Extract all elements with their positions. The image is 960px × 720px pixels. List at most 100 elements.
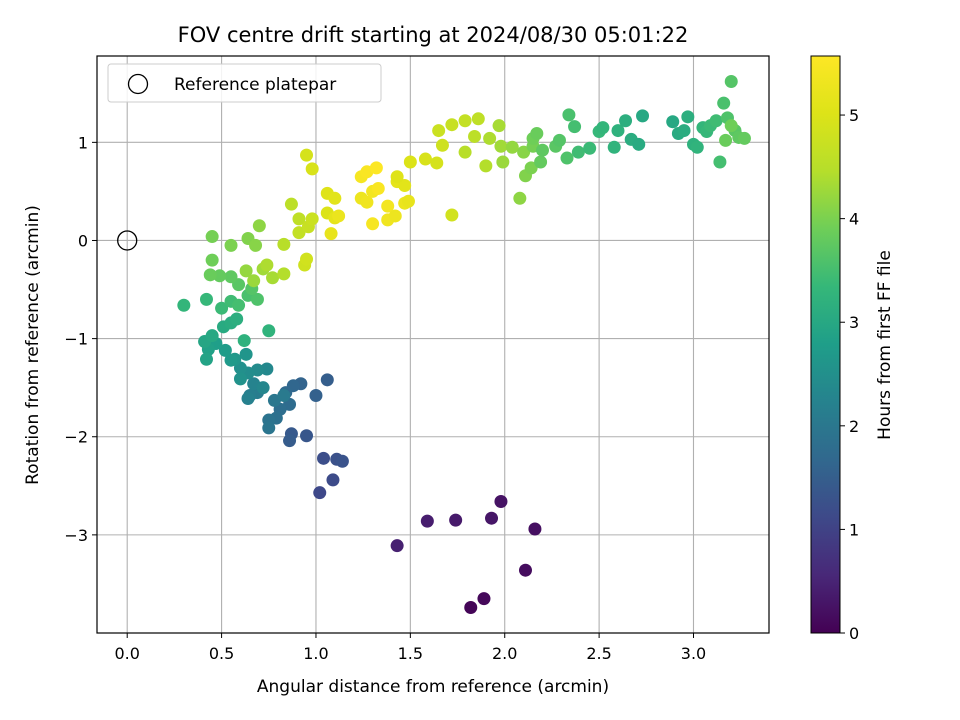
data-point <box>401 194 415 208</box>
x-tick-label: 0.5 <box>209 644 234 663</box>
x-tick-label: 2.5 <box>586 644 611 663</box>
data-point <box>517 145 531 159</box>
data-point <box>360 195 374 209</box>
data-point <box>326 473 340 487</box>
y-tick-label: −3 <box>64 526 88 545</box>
chart-title: FOV centre drift starting at 2024/08/30 … <box>178 23 689 47</box>
legend-box <box>107 63 382 103</box>
data-point <box>233 372 247 386</box>
data-point <box>435 138 449 152</box>
data-point <box>719 133 733 147</box>
data-point <box>534 155 548 169</box>
colorbar-label: Hours from first FF file <box>875 250 895 440</box>
data-point <box>737 131 751 145</box>
y-axis-label: Rotation from reference (arcmin) <box>23 205 43 485</box>
y-axis-ticks: −3 −2 −1 0 1 <box>64 133 97 545</box>
data-point <box>477 592 491 606</box>
reference-platepar-marker <box>117 230 138 251</box>
data-point <box>568 120 582 134</box>
reference-marker-layer <box>117 230 138 251</box>
data-point <box>277 389 291 403</box>
x-tick-label: 1.0 <box>303 644 328 663</box>
data-point <box>494 495 508 509</box>
data-point <box>213 269 227 283</box>
data-point <box>335 454 349 468</box>
data-point <box>636 109 650 123</box>
colorbar-ticks: 0 1 2 3 4 5 <box>840 106 859 643</box>
plot-frame <box>96 55 770 634</box>
data-point <box>317 451 331 465</box>
data-point <box>249 238 263 252</box>
data-point <box>277 237 291 251</box>
x-axis-label: Angular distance from reference (arcmin) <box>257 677 609 697</box>
data-point <box>205 253 219 267</box>
data-point <box>332 209 346 223</box>
data-point <box>458 145 472 159</box>
data-point <box>513 191 527 205</box>
legend-marker-open-circle <box>127 73 149 95</box>
data-point <box>571 145 585 159</box>
data-point <box>371 181 385 195</box>
data-point <box>390 170 404 184</box>
data-point <box>218 343 232 357</box>
data-point <box>250 292 264 306</box>
data-point <box>239 264 253 278</box>
x-tick-label: 3.0 <box>681 644 706 663</box>
data-point <box>494 139 508 153</box>
data-point <box>483 131 497 145</box>
data-point <box>388 209 402 223</box>
data-point <box>420 514 434 528</box>
data-point <box>369 161 383 175</box>
data-points <box>177 75 751 614</box>
data-point <box>284 197 298 211</box>
data-point <box>496 155 510 169</box>
data-point <box>260 362 274 376</box>
data-point <box>445 118 459 132</box>
data-point <box>300 429 314 443</box>
data-point <box>562 108 576 122</box>
data-point <box>471 112 485 126</box>
x-tick-label: 2.0 <box>492 644 517 663</box>
data-point <box>418 152 432 166</box>
data-point <box>528 522 542 536</box>
data-point <box>535 143 549 157</box>
colorbar-tick-label: 5 <box>849 106 859 125</box>
data-point <box>241 391 255 405</box>
data-point <box>224 270 238 284</box>
data-point <box>632 137 646 151</box>
data-point <box>366 217 380 231</box>
data-point <box>560 151 574 165</box>
legend-label: Reference platepar <box>174 75 336 95</box>
data-point <box>432 124 446 138</box>
data-point <box>215 301 229 315</box>
data-point <box>468 129 482 143</box>
colorbar: 0 1 2 3 4 5 Hours from first FF file <box>810 55 895 643</box>
data-point <box>224 238 238 252</box>
data-point <box>230 312 244 326</box>
data-point <box>518 563 532 577</box>
data-point <box>619 114 633 128</box>
data-point <box>713 155 727 169</box>
data-point <box>320 373 334 387</box>
y-tick-label: 1 <box>78 133 88 152</box>
data-point <box>292 212 306 226</box>
data-point <box>583 141 597 155</box>
colorbar-tick-label: 4 <box>849 210 859 229</box>
data-point <box>262 324 276 338</box>
data-point <box>390 539 404 553</box>
colorbar-tick-label: 3 <box>849 313 859 332</box>
data-point <box>449 513 463 527</box>
data-point <box>309 389 323 403</box>
data-point <box>464 600 478 614</box>
data-point <box>277 267 291 281</box>
data-point <box>239 347 253 361</box>
data-point <box>403 155 417 169</box>
data-point <box>666 115 680 129</box>
data-point <box>445 208 459 222</box>
data-point <box>205 329 219 343</box>
data-point <box>381 199 395 213</box>
data-point <box>300 252 314 266</box>
data-point <box>479 159 493 173</box>
data-point <box>690 140 704 154</box>
